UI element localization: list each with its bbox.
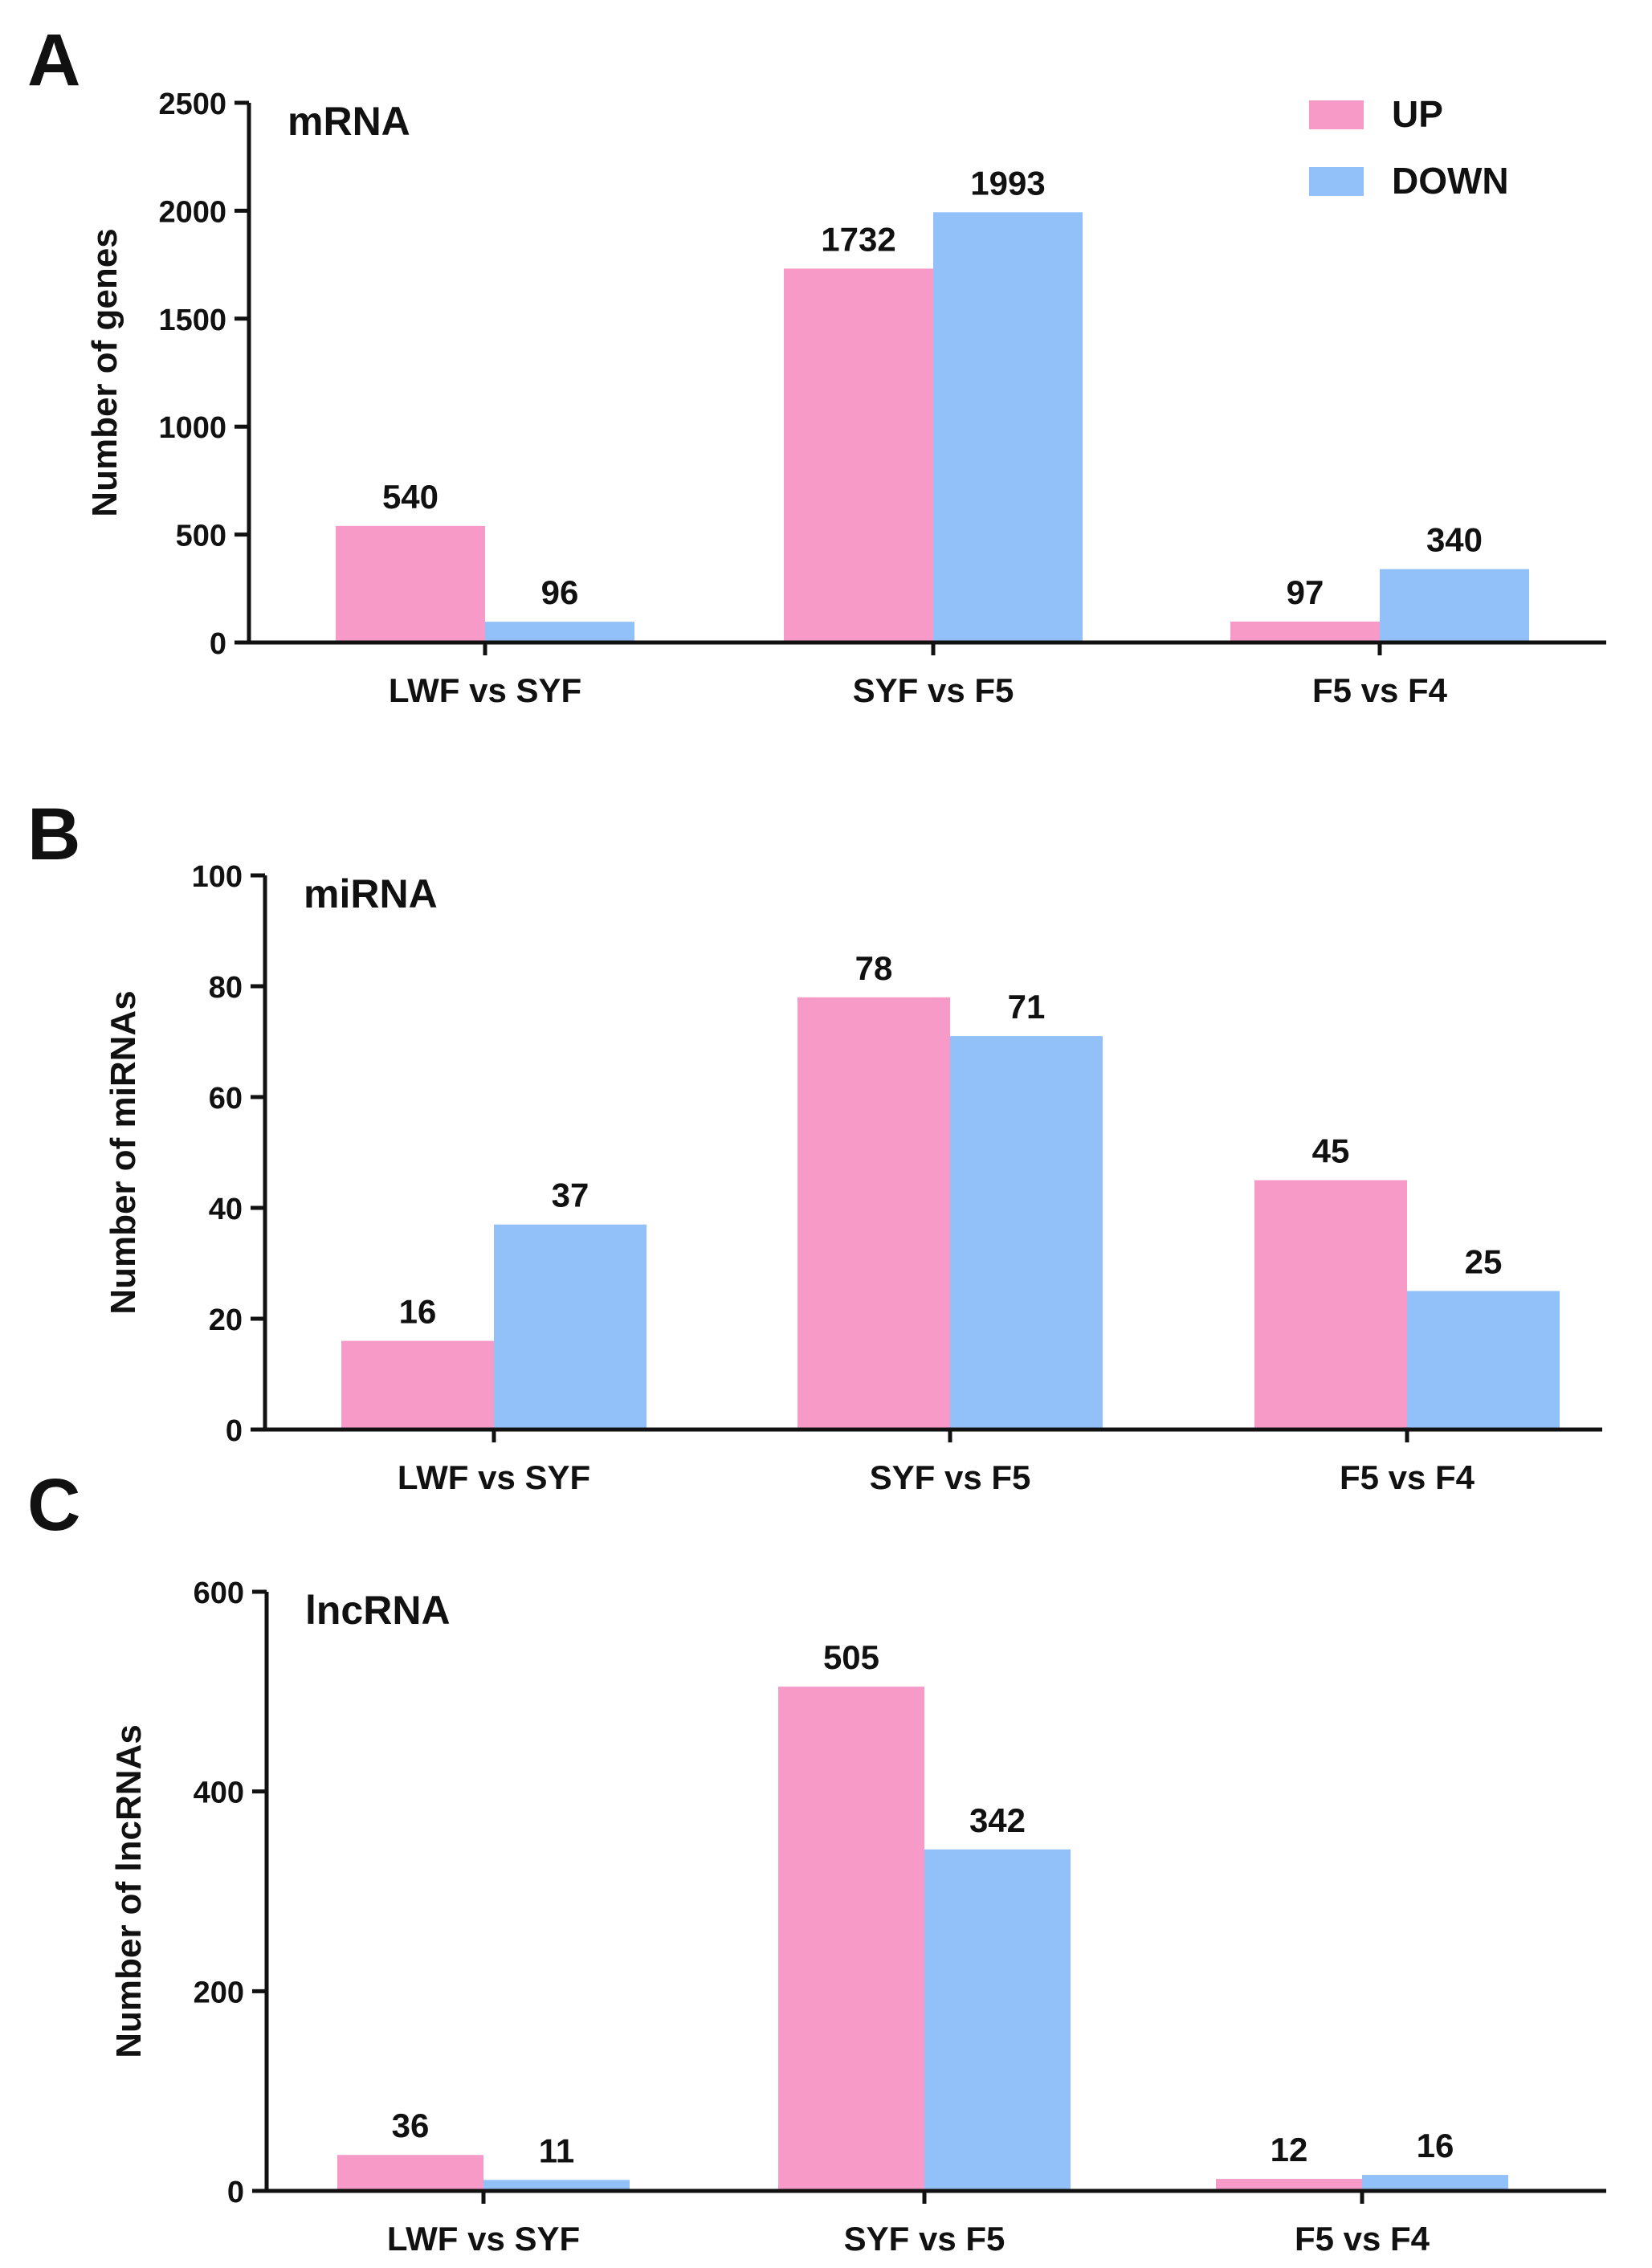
panel-letter-b: B: [27, 793, 80, 875]
bar-up: [341, 1340, 494, 1430]
panel-title: miRNA: [304, 871, 438, 916]
bar-down: [1380, 569, 1529, 642]
bar-down: [1362, 2175, 1508, 2191]
bar-down: [483, 2180, 630, 2191]
data-label: 71: [1008, 988, 1046, 1026]
data-label: 342: [969, 1801, 1026, 1839]
y-tick-label: 1500: [158, 304, 226, 337]
y-tick-label: 200: [194, 1976, 244, 2009]
y-tick-label: 500: [176, 520, 226, 553]
bar-down: [933, 212, 1083, 642]
data-label: 12: [1271, 2131, 1308, 2168]
y-tick-label: 2000: [158, 195, 226, 229]
bar-up: [1216, 2179, 1362, 2191]
bar-down: [1407, 1291, 1560, 1430]
data-label: 340: [1426, 521, 1483, 559]
data-label: 1732: [821, 220, 895, 258]
bar-down: [485, 622, 634, 642]
x-tick-label: SYF vs F5: [844, 2220, 1005, 2258]
data-label: 505: [823, 1638, 879, 1676]
bar-up: [337, 2155, 483, 2191]
y-axis-label: Number of lncRNAs: [109, 1724, 149, 2058]
bar-up: [797, 997, 950, 1430]
x-tick-label: F5 vs F4: [1295, 2220, 1430, 2258]
y-tick-label: 400: [194, 1776, 244, 1810]
bar-up: [336, 525, 485, 642]
data-label: 16: [399, 1293, 437, 1331]
panel-letter-c: C: [27, 1464, 80, 1546]
y-axis-label: Number of miRNAs: [104, 990, 143, 1314]
y-tick-label: 0: [210, 627, 226, 661]
y-axis-label: Number of genes: [85, 228, 124, 516]
data-label: 37: [552, 1177, 589, 1214]
legend-swatch-up: [1309, 100, 1364, 129]
x-tick-label: F5 vs F4: [1340, 1458, 1475, 1496]
data-label: 11: [539, 2131, 574, 2169]
y-tick-label: 0: [226, 1414, 243, 1448]
data-label: 36: [392, 2107, 430, 2144]
data-label: 540: [382, 478, 438, 516]
data-label: 1993: [970, 164, 1045, 202]
bar-down: [494, 1224, 647, 1430]
legend-label-down: DOWN: [1392, 160, 1509, 202]
legend-label-up: UP: [1392, 93, 1443, 135]
bar-down: [950, 1036, 1103, 1430]
y-tick-label: 100: [192, 860, 243, 894]
x-tick-label: F5 vs F4: [1312, 671, 1448, 709]
x-tick-label: LWF vs SYF: [387, 2220, 580, 2258]
x-tick-label: SYF vs F5: [853, 671, 1014, 709]
panel-letter-a: A: [27, 19, 80, 101]
y-tick-label: 60: [209, 1082, 243, 1116]
bar-up: [784, 268, 933, 642]
x-tick-label: SYF vs F5: [870, 1458, 1031, 1496]
x-tick-label: LWF vs SYF: [389, 671, 581, 709]
bar-down: [924, 1849, 1071, 2191]
data-label: 45: [1312, 1132, 1350, 1170]
y-tick-label: 80: [209, 971, 243, 1005]
data-label: 16: [1417, 2127, 1454, 2164]
legend-swatch-down: [1309, 167, 1364, 196]
data-label: 78: [855, 949, 893, 987]
y-tick-label: 2500: [158, 88, 226, 121]
panel-title: mRNA: [288, 99, 410, 144]
y-tick-label: 1000: [158, 411, 226, 445]
bar-up: [1230, 621, 1380, 642]
bar-up: [1254, 1180, 1407, 1430]
data-label: 96: [541, 573, 579, 611]
data-label: 25: [1465, 1243, 1503, 1281]
y-tick-label: 20: [209, 1303, 243, 1337]
x-tick-label: LWF vs SYF: [398, 1458, 590, 1496]
y-tick-label: 40: [209, 1193, 243, 1226]
bar-up: [778, 1687, 924, 2191]
data-label: 97: [1287, 573, 1324, 611]
panel-title: lncRNA: [305, 1588, 451, 1633]
y-tick-label: 600: [194, 1577, 244, 1610]
y-tick-label: 0: [227, 2176, 244, 2209]
